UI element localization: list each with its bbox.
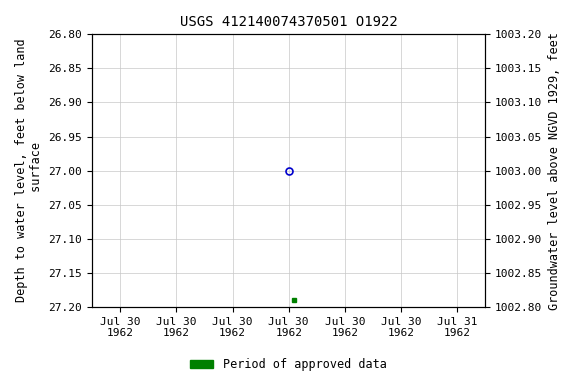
Title: USGS 412140074370501 O1922: USGS 412140074370501 O1922 (180, 15, 397, 29)
Y-axis label: Depth to water level, feet below land
 surface: Depth to water level, feet below land su… (15, 39, 43, 303)
Legend: Period of approved data: Period of approved data (185, 354, 391, 376)
Y-axis label: Groundwater level above NGVD 1929, feet: Groundwater level above NGVD 1929, feet (548, 32, 561, 310)
